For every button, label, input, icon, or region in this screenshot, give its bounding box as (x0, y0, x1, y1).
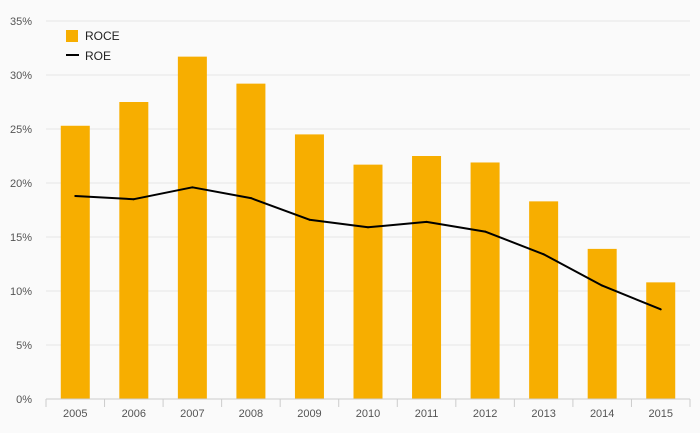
x-tick-label: 2005 (63, 408, 87, 420)
x-tick-label: 2014 (590, 408, 614, 420)
y-tick-label: 20% (10, 178, 32, 190)
x-tick-label: 2011 (415, 408, 439, 420)
roe-point (367, 226, 369, 229)
y-tick-label: 25% (10, 124, 32, 136)
y-tick-label: 15% (10, 232, 32, 244)
roe-point (659, 308, 662, 311)
roe-point (132, 198, 135, 201)
roce-bar (60, 125, 90, 399)
roe-point (249, 197, 252, 200)
legend-swatch-roce (66, 30, 78, 42)
roce-bar (353, 164, 383, 399)
y-tick-label: 5% (16, 340, 32, 352)
x-axis: 2005 2006 2007 2008 2009 2010 2011 2012 2013 2014… (45, 398, 691, 420)
roe-point (425, 220, 428, 223)
legend-label-roe: ROE (85, 49, 111, 63)
x-tick-label: 2008 (239, 408, 263, 420)
roe-point (308, 218, 311, 221)
x-tick-label: 2013 (531, 408, 555, 420)
x-tick-label: 2009 (297, 408, 321, 420)
roce-bar (236, 83, 266, 399)
roe-point (601, 284, 604, 287)
roe-point (484, 230, 487, 233)
roce-bar (587, 248, 617, 399)
roce-bar (470, 162, 500, 399)
legend: ROCE ROE (66, 29, 120, 63)
y-axis: 0% 5% 10% 15% 20% 25% 30% 35% (10, 16, 32, 406)
roe-point (191, 186, 194, 189)
roce-bar (646, 282, 676, 399)
roe-point (542, 253, 545, 256)
x-tick-label: 2015 (648, 408, 672, 420)
y-tick-label: 30% (10, 70, 32, 82)
y-tick-label: 0% (16, 394, 32, 406)
roce-bar (294, 134, 324, 399)
x-tick-label: 2012 (473, 408, 497, 420)
roe-point (74, 194, 77, 197)
roce-bar (412, 156, 442, 399)
roce-bar (177, 56, 207, 399)
legend-label-roce: ROCE (85, 29, 120, 43)
roce-bars (60, 56, 676, 399)
roce-bar (119, 102, 149, 399)
y-tick-label: 10% (10, 286, 32, 298)
x-tick-label: 2007 (180, 408, 204, 420)
y-tick-label: 35% (10, 16, 32, 28)
roce-bar (529, 201, 559, 399)
roe-line-layer (74, 186, 662, 311)
x-tick-label: 2010 (356, 408, 380, 420)
x-tick-label: 2006 (122, 408, 146, 420)
